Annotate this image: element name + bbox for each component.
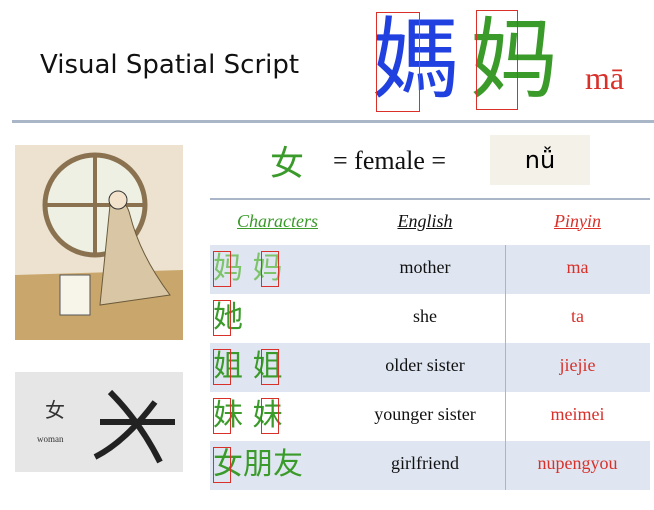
characters: 妈 妈 bbox=[213, 251, 283, 286]
divider bbox=[12, 120, 654, 123]
woman-char: 女 bbox=[45, 399, 65, 422]
english: girlfriend bbox=[391, 453, 459, 473]
pinyin-card: nǚ bbox=[490, 135, 590, 185]
woman-label: woman bbox=[37, 434, 64, 444]
english: mother bbox=[399, 257, 451, 277]
woman-card: 女 woman bbox=[15, 372, 183, 472]
radical-box bbox=[213, 447, 231, 483]
radical-box bbox=[213, 349, 231, 385]
header-pinyin: mā bbox=[585, 60, 625, 96]
radical-box bbox=[213, 300, 231, 336]
traditional-char: 媽 bbox=[372, 8, 461, 111]
illustration bbox=[15, 145, 183, 340]
table-rule bbox=[210, 198, 650, 200]
characters: 妹 妹 bbox=[213, 398, 283, 433]
characters: 女朋友 bbox=[213, 447, 303, 482]
radical-box bbox=[213, 398, 231, 434]
simplified-char: 妈 bbox=[470, 8, 559, 111]
title: Visual Spatial Script bbox=[40, 50, 300, 80]
pinyin: ta bbox=[571, 306, 584, 326]
radical: 女 bbox=[270, 146, 304, 183]
radical-box bbox=[261, 251, 279, 287]
pinyin: ma bbox=[566, 257, 589, 277]
divider bbox=[505, 392, 506, 441]
english: she bbox=[413, 306, 437, 326]
pinyin: jiejie bbox=[559, 355, 596, 375]
column-header: English bbox=[397, 210, 453, 231]
column-header: Pinyin bbox=[554, 210, 601, 231]
characters: 姐 姐 bbox=[213, 349, 283, 384]
divider bbox=[505, 441, 506, 490]
radical-box bbox=[476, 10, 518, 110]
table-row bbox=[210, 343, 650, 393]
radical-box bbox=[261, 398, 279, 434]
english: younger sister bbox=[374, 404, 476, 424]
pinyin: nupengyou bbox=[537, 453, 618, 473]
divider bbox=[505, 294, 506, 343]
table-row bbox=[210, 245, 650, 295]
characters: 她 bbox=[213, 300, 243, 335]
meaning: = female = bbox=[333, 146, 447, 175]
divider bbox=[505, 245, 506, 294]
radical-box bbox=[376, 12, 420, 112]
table-row bbox=[210, 441, 650, 491]
english: older sister bbox=[385, 355, 465, 375]
divider bbox=[505, 343, 506, 392]
radical-box bbox=[213, 251, 231, 287]
radical-box bbox=[261, 349, 279, 385]
pinyin: meimei bbox=[550, 404, 605, 424]
column-header: Characters bbox=[237, 210, 318, 231]
